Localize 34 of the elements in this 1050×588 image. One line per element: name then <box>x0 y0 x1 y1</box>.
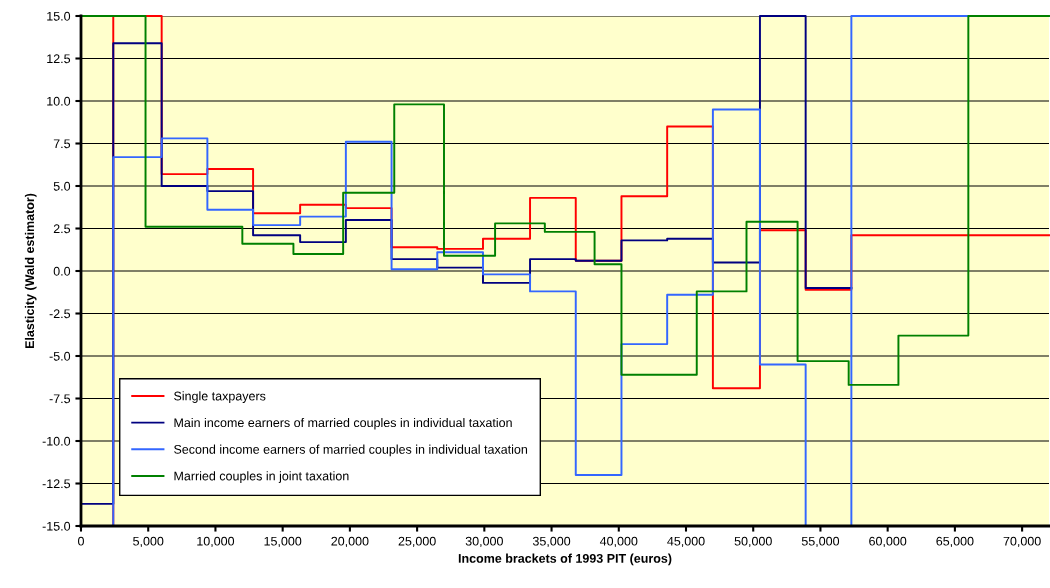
x-tick-label: 55,000 <box>801 536 840 548</box>
legend-label: Married couples in joint taxation <box>174 471 349 483</box>
y-tick-label: -15.0 <box>42 521 71 531</box>
legend-label: Second income earners of married couples in individual taxation <box>174 444 528 457</box>
x-tick-label: 60,000 <box>869 536 907 548</box>
x-tick-label: 0 <box>78 536 84 546</box>
y-axis-title: Elasticity (Wald estimator) <box>24 193 37 349</box>
y-tick-label: 0.0 <box>53 266 71 276</box>
x-tick-label: 5,000 <box>133 536 164 548</box>
legend-label: Main income earners of married couples in individual taxation <box>174 417 512 430</box>
x-axis-title: Income brackets of 1993 PIT (euros) <box>458 553 672 566</box>
y-tick-label: 2.5 <box>53 224 71 234</box>
y-tick-label: 12.5 <box>47 54 71 64</box>
x-tick-label: 50,000 <box>734 536 772 548</box>
x-tick-label: 65,000 <box>936 536 974 548</box>
y-tick-label: 5.0 <box>53 181 71 191</box>
x-tick-label: 35,000 <box>532 536 571 548</box>
y-tick-label: 7.5 <box>53 139 71 149</box>
x-tick-label: 40,000 <box>599 536 638 548</box>
y-tick-label: -5.0 <box>49 351 71 361</box>
x-tick-label: 30,000 <box>465 536 503 548</box>
legend-label: Single taxpayers <box>174 391 266 403</box>
x-tick-label: 70,000 <box>1003 536 1041 548</box>
x-tick-label: 45,000 <box>667 536 705 548</box>
y-tick-label: 15.0 <box>47 11 71 21</box>
x-tick-label: 25,000 <box>398 536 436 548</box>
y-tick-label: -7.5 <box>49 394 71 404</box>
y-tick-label: -2.5 <box>49 309 71 319</box>
x-tick-label: 15,000 <box>264 536 302 548</box>
y-tick-label: 10.0 <box>47 96 71 106</box>
y-tick-label: -10.0 <box>42 436 71 446</box>
y-tick-label: -12.5 <box>42 479 71 489</box>
x-tick-label: 10,000 <box>197 536 235 548</box>
x-tick-label: 20,000 <box>331 536 369 548</box>
